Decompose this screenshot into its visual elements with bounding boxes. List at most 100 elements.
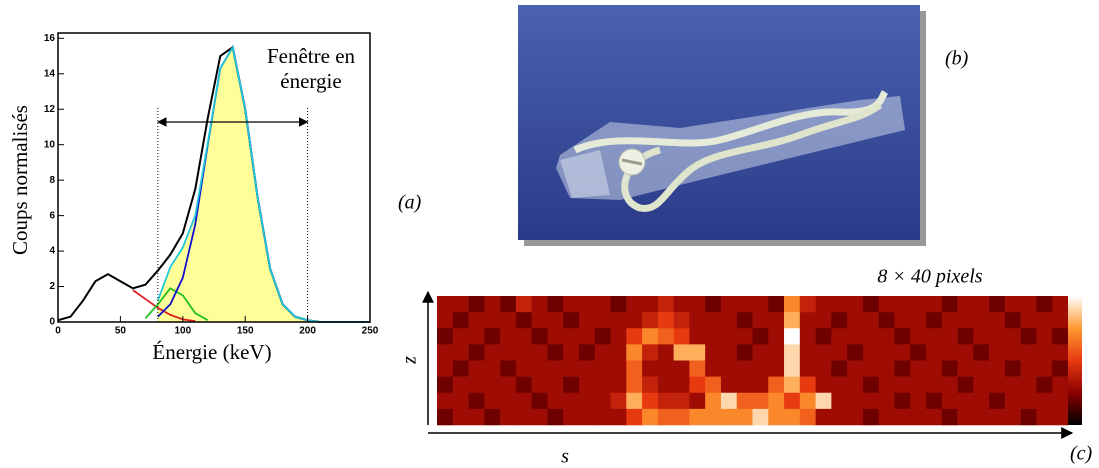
heat-cell — [1036, 344, 1053, 361]
heat-cell — [720, 408, 738, 426]
heat-cell — [752, 376, 769, 394]
plastic-strip — [556, 96, 905, 200]
heat-cell — [926, 344, 943, 361]
heat-cell — [957, 312, 974, 329]
heat-cell — [689, 408, 706, 426]
heat-cell — [894, 408, 911, 426]
heat-cell — [673, 344, 690, 361]
heat-cell — [831, 328, 848, 345]
heat-cell — [500, 392, 517, 410]
heat-cell — [941, 376, 958, 394]
heat-cell — [973, 344, 990, 361]
heat-cell — [437, 360, 454, 377]
heat-cell — [500, 344, 517, 361]
heat-cell — [957, 376, 974, 394]
heat-cell — [1052, 328, 1069, 345]
heat-cell — [594, 296, 611, 313]
heat-cell — [815, 376, 832, 394]
heat-cell — [626, 344, 643, 361]
heat-cell — [626, 360, 643, 377]
heat-cell — [594, 360, 611, 377]
heat-cell — [752, 296, 769, 313]
heat-cell — [831, 344, 848, 361]
heat-cell — [452, 312, 469, 329]
heat-cell — [799, 344, 816, 361]
heat-cell — [910, 360, 927, 377]
heat-cell — [626, 312, 643, 329]
y-tick-label: 16 — [44, 33, 56, 44]
heat-cell — [1036, 408, 1053, 426]
heat-cell — [610, 312, 627, 329]
heat-cell — [531, 312, 548, 329]
heat-cell — [847, 344, 864, 361]
heat-cell — [547, 344, 564, 361]
heat-cell — [784, 408, 801, 426]
heat-cell — [705, 392, 722, 410]
heat-cell — [831, 360, 848, 377]
colorbar — [1068, 296, 1082, 425]
heat-cell — [594, 344, 611, 361]
y-axis-label: z — [399, 356, 421, 365]
plot-frame — [57, 32, 371, 323]
heat-cell — [910, 392, 927, 410]
heat-cell — [673, 296, 690, 313]
heat-cell — [973, 408, 990, 426]
heat-cell — [547, 408, 564, 426]
heat-cell — [484, 328, 501, 345]
y-tick-label: 10 — [44, 139, 56, 150]
heat-cell — [484, 376, 501, 394]
heat-cell — [1036, 328, 1053, 345]
heat-cell — [515, 344, 532, 361]
heat-cell — [1020, 344, 1037, 361]
heat-cell — [784, 328, 801, 345]
heat-cell — [752, 328, 769, 345]
heat-cell — [657, 328, 674, 345]
heat-cell — [594, 408, 611, 426]
heat-cell — [673, 408, 690, 426]
screw-slot — [621, 158, 643, 166]
heat-cell — [910, 312, 927, 329]
heat-cell — [815, 312, 832, 329]
heat-cell — [484, 344, 501, 361]
heat-cell — [720, 312, 738, 329]
heat-cell — [610, 328, 627, 345]
heat-cell — [1004, 408, 1021, 426]
heat-cell — [847, 376, 864, 394]
heat-cell — [500, 376, 517, 394]
x-tick-label: 150 — [237, 326, 254, 337]
heat-cell — [1004, 312, 1021, 329]
heat-cell — [784, 296, 801, 313]
heat-cell — [563, 344, 580, 361]
heat-cell — [878, 392, 895, 410]
heat-cell — [673, 376, 690, 394]
heat-cell — [515, 376, 532, 394]
heat-cell — [957, 328, 974, 345]
heat-cell — [752, 408, 769, 426]
heat-cell — [1004, 328, 1021, 345]
panel-label: (c) — [1070, 443, 1093, 465]
y-tick-label: 0 — [49, 317, 55, 328]
heat-cell — [941, 312, 958, 329]
heat-cell — [973, 360, 990, 377]
heat-cell — [1052, 360, 1069, 377]
heatmap-title: 8 × 40 pixels — [877, 266, 982, 288]
heat-cell — [642, 408, 659, 426]
heat-cell — [578, 328, 596, 345]
heat-cell — [531, 392, 548, 410]
heat-cell — [1020, 296, 1037, 313]
heat-cell — [563, 296, 580, 313]
heat-cell — [437, 392, 454, 410]
heat-cell — [705, 296, 722, 313]
heat-cell — [1020, 312, 1037, 329]
heat-cell — [689, 328, 706, 345]
heat-cell — [437, 312, 454, 329]
heat-cell — [862, 376, 879, 394]
heat-cell — [736, 312, 753, 329]
heat-cell — [752, 392, 769, 410]
heat-cell — [578, 392, 596, 410]
heat-cell — [1036, 392, 1053, 410]
window-fill — [157, 47, 308, 322]
heat-cell — [1036, 376, 1053, 394]
heat-cell — [862, 392, 879, 410]
